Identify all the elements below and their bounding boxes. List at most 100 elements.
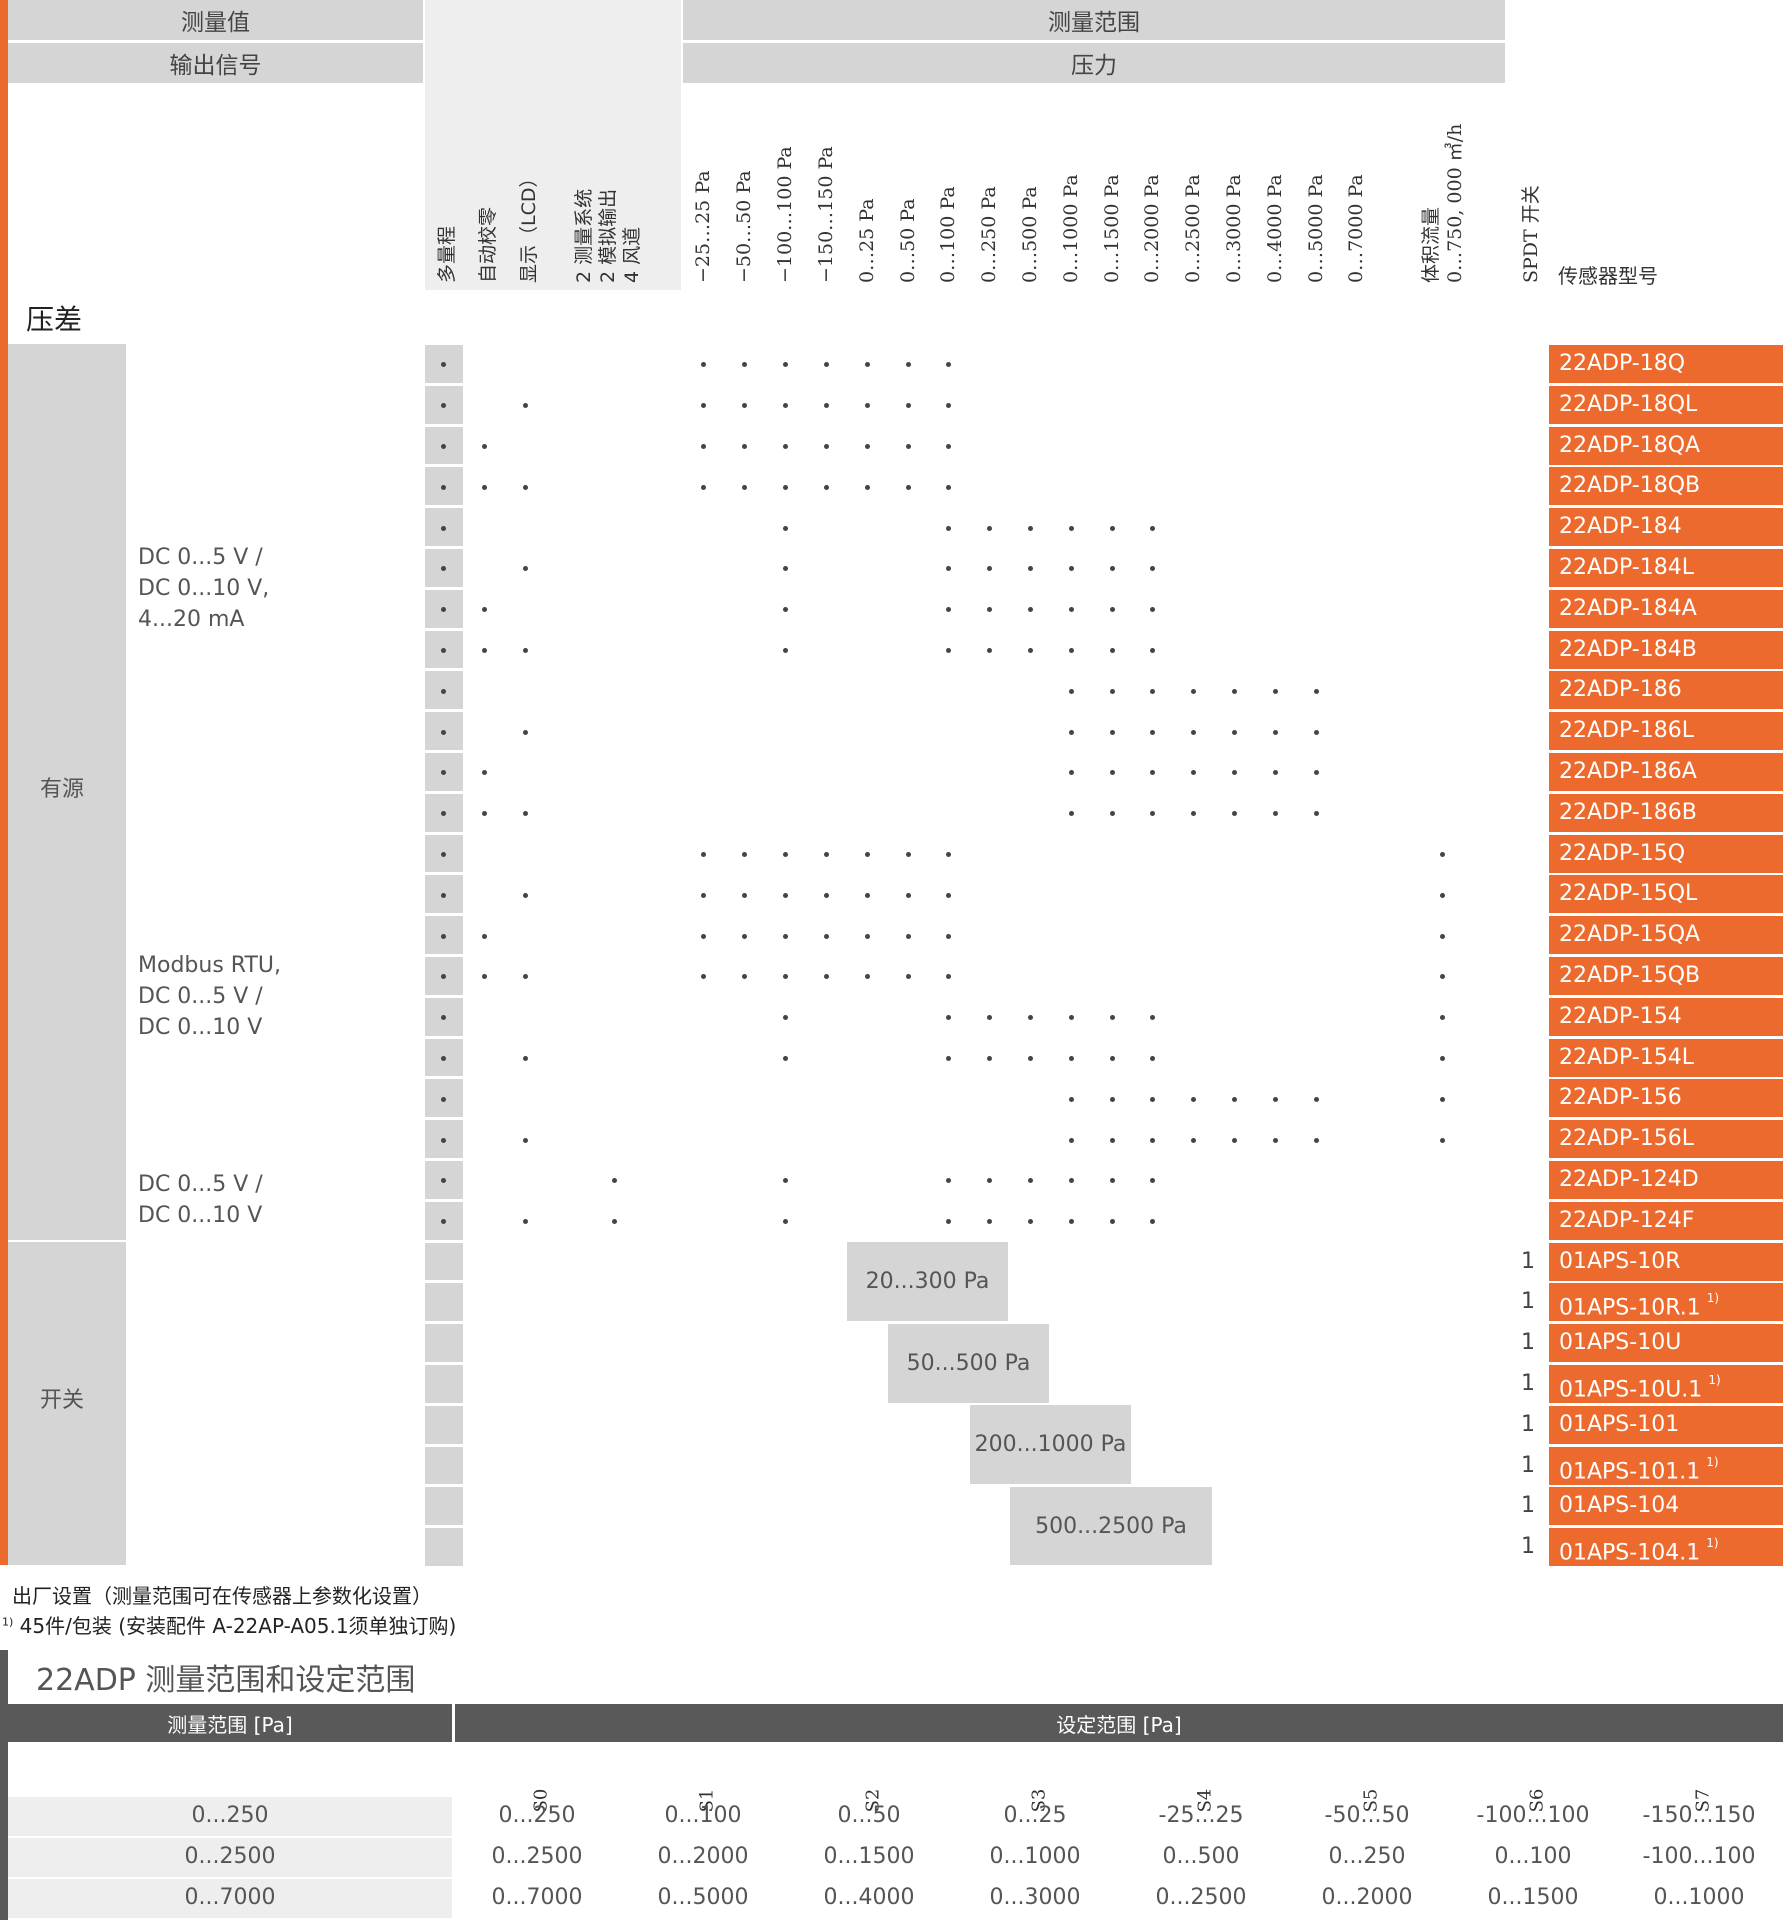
feature-header-3-line-0: 2 测量系统 [573, 188, 595, 283]
range-dot [824, 484, 829, 490]
range-dot [1314, 811, 1319, 817]
range-dot [946, 1056, 951, 1061]
range-dot [906, 852, 911, 857]
feature-dot [441, 729, 446, 735]
range-dot [946, 566, 951, 572]
range-dot [865, 892, 870, 898]
switch-count: 1 [1521, 1289, 1535, 1315]
footnote-mark: 1) [1706, 1291, 1720, 1306]
range-dot [1028, 1015, 1033, 1021]
feature-dot [482, 444, 487, 449]
group-switch-bar [8, 1242, 126, 1565]
range-dot [1110, 1096, 1115, 1102]
range-dot [1150, 1219, 1155, 1225]
range-dot [1069, 729, 1074, 735]
range-dot [701, 933, 706, 939]
range-dot [1110, 1219, 1115, 1225]
footnote-mark: 1) [1706, 1454, 1719, 1469]
range-dot [1150, 648, 1155, 653]
flow-dot [1440, 852, 1445, 857]
feature-dot [441, 892, 446, 898]
settings-value-cell: -50...50 [1324, 1803, 1410, 1828]
feature-dot [441, 403, 446, 409]
feature-dot [482, 607, 487, 613]
feature-dot [482, 484, 487, 490]
feature-dot [482, 648, 487, 653]
switch-count: 1 [1521, 1330, 1535, 1356]
feature-dot [441, 1178, 446, 1184]
range-dot [987, 1015, 992, 1021]
range-dot [1110, 1056, 1115, 1061]
model-label: 22ADP-154 [1549, 997, 1783, 1036]
range-dot [1150, 1178, 1155, 1184]
range-header-13: 0…3000 Pa [1223, 174, 1245, 283]
range-header-9: 0…1000 Pa [1060, 174, 1082, 283]
model-label: 01APS-10R.1 1) [1549, 1283, 1783, 1322]
model-label: 01APS-104 [1549, 1487, 1783, 1526]
settings-value-cell: 0...2000 [657, 1844, 749, 1869]
range-header-4: 0…25 Pa [856, 198, 878, 283]
range-dot [906, 892, 911, 898]
feature-dot [612, 1219, 617, 1225]
feature-header-1: 自动校零 [477, 206, 499, 283]
range-dot [1273, 688, 1278, 694]
feature-dot [441, 1096, 446, 1102]
range-dot [783, 974, 788, 980]
header-output-signal: 输出信号 [8, 43, 423, 83]
range-dot [1232, 1137, 1237, 1143]
range-dot [783, 362, 788, 368]
settings-value-cell: 0...2000 [1321, 1885, 1413, 1910]
range-dot [1110, 566, 1115, 572]
range-dot [1069, 607, 1074, 613]
range-dot [1028, 566, 1033, 572]
model-label: 22ADP-124F [1549, 1201, 1783, 1240]
range-dot [1314, 1096, 1319, 1102]
range-dot [1273, 770, 1278, 776]
range-dot [1273, 1096, 1278, 1102]
flow-dot [1440, 892, 1445, 898]
model-label: 01APS-10R [1549, 1242, 1783, 1281]
range-dot [824, 403, 829, 409]
switch-range-20-300: 20...300 Pa [847, 1242, 1008, 1321]
settings-value-cell: 0...100 [664, 1803, 742, 1828]
range-dot [1150, 688, 1155, 694]
model-label: 22ADP-18Q [1549, 345, 1783, 383]
header-feature-block [425, 0, 681, 290]
switch-range-200-1000: 200...1000 Pa [970, 1405, 1131, 1484]
output-label-modbus: Modbus RTU, DC 0...5 V / DC 0...10 V [138, 953, 281, 1040]
settings-value-cell: 0...50 [837, 1803, 901, 1828]
accent-bar-bottom [0, 1650, 8, 1920]
multirange-cell [425, 1446, 463, 1485]
range-header-10: 0…1500 Pa [1101, 174, 1123, 283]
range-dot [1150, 607, 1155, 613]
range-dot [946, 1015, 951, 1021]
range-dot [701, 403, 706, 409]
range-dot [1110, 770, 1115, 776]
range-dot [783, 1219, 788, 1225]
range-header-12: 0…2500 Pa [1182, 174, 1204, 283]
range-header-8: 0…500 Pa [1019, 186, 1041, 283]
multirange-cell [425, 1405, 463, 1444]
settings-value-cell: 0...7000 [491, 1885, 583, 1910]
range-dot [946, 648, 951, 653]
range-dot [742, 892, 747, 898]
settings-value-cell: 0...1500 [1487, 1885, 1579, 1910]
range-header-7: 0…250 Pa [978, 186, 1000, 283]
output-label-analog: DC 0...5 V / DC 0...10 V, 4...20 mA [138, 545, 270, 632]
range-dot [1150, 1137, 1155, 1143]
model-label: 22ADP-184B [1549, 630, 1783, 669]
range-dot [865, 933, 870, 939]
settings-col-measuring: 测量范围 [Pa] [8, 1704, 452, 1742]
multirange-cell [425, 1283, 463, 1322]
settings-value-cell: 0...2500 [491, 1844, 583, 1869]
settings-value-cell: 0...4000 [823, 1885, 915, 1910]
range-dot [865, 852, 870, 857]
feature-dot [441, 688, 446, 694]
range-dot [1110, 811, 1115, 817]
header-measured-value: 测量值 [8, 0, 423, 40]
range-dot [1314, 729, 1319, 735]
model-label: 22ADP-156 [1549, 1079, 1783, 1118]
feature-dot [441, 607, 446, 613]
settings-value-cell: 0...1000 [1653, 1885, 1745, 1910]
range-dot [946, 525, 951, 531]
